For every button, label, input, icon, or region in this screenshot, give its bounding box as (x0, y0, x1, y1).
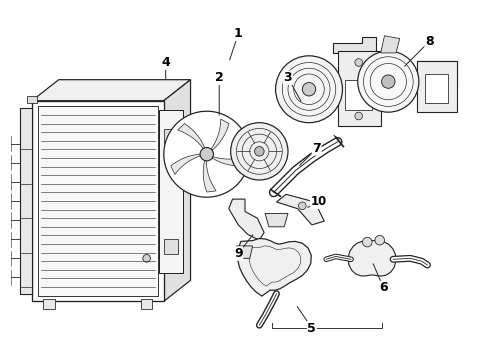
Polygon shape (229, 199, 264, 240)
Polygon shape (178, 123, 205, 149)
Circle shape (231, 123, 288, 180)
Text: 10: 10 (311, 195, 327, 208)
Polygon shape (338, 51, 381, 126)
Bar (32, 101, 164, 301)
Bar (141, 300, 152, 309)
Circle shape (200, 148, 214, 161)
Circle shape (254, 147, 264, 156)
Polygon shape (381, 36, 400, 53)
Polygon shape (417, 60, 457, 112)
Polygon shape (164, 239, 178, 253)
Bar (38, 107, 158, 296)
Polygon shape (32, 80, 191, 101)
Circle shape (143, 255, 150, 262)
Circle shape (375, 235, 385, 245)
Circle shape (358, 51, 419, 112)
Circle shape (164, 111, 250, 197)
Polygon shape (333, 37, 376, 53)
Circle shape (382, 75, 395, 88)
Polygon shape (238, 238, 311, 296)
Text: 4: 4 (161, 56, 170, 69)
Text: 5: 5 (308, 321, 316, 334)
Polygon shape (164, 80, 191, 301)
Polygon shape (171, 154, 200, 175)
Circle shape (355, 59, 363, 66)
Text: 1: 1 (234, 27, 243, 40)
Polygon shape (159, 110, 183, 273)
Polygon shape (211, 119, 229, 150)
Text: 8: 8 (425, 35, 434, 48)
Bar (425, 74, 448, 103)
Polygon shape (348, 240, 396, 276)
Text: 6: 6 (379, 282, 388, 294)
Polygon shape (21, 108, 32, 294)
Circle shape (363, 237, 372, 247)
Text: 2: 2 (215, 71, 223, 84)
Text: 9: 9 (234, 247, 243, 260)
Polygon shape (203, 161, 216, 192)
Polygon shape (212, 157, 245, 166)
Polygon shape (27, 96, 37, 103)
Polygon shape (236, 246, 253, 258)
Circle shape (355, 112, 363, 120)
Polygon shape (276, 194, 324, 225)
Polygon shape (417, 60, 457, 86)
Text: 3: 3 (284, 71, 293, 84)
Circle shape (298, 202, 306, 210)
Circle shape (302, 82, 316, 96)
Polygon shape (164, 129, 178, 144)
Bar (345, 80, 372, 110)
Circle shape (275, 56, 343, 123)
Polygon shape (265, 213, 288, 227)
Text: 7: 7 (312, 142, 321, 155)
Bar (44, 300, 55, 309)
